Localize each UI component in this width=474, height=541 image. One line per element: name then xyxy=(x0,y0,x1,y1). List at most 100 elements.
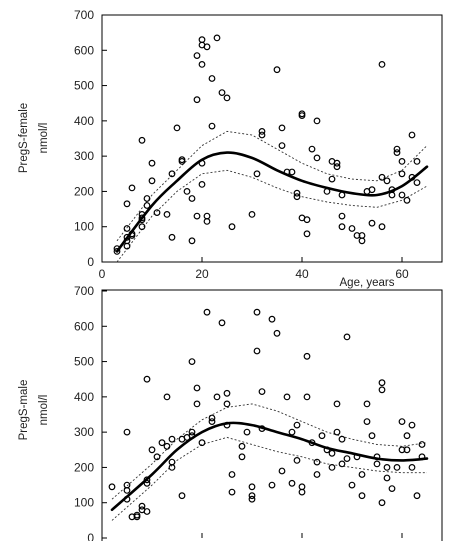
male-data-point xyxy=(123,495,131,503)
male-data-point xyxy=(318,432,326,440)
female-data-point xyxy=(178,156,186,164)
male-data-point xyxy=(313,458,321,466)
female-data-point xyxy=(388,186,396,194)
male-chart-panel: 0 100 200 300 400 500 600 700 PregS-male nmol/l xyxy=(18,284,443,541)
male-data-point xyxy=(143,479,151,487)
female-y-axis-label-line2: nmol/l xyxy=(38,123,50,154)
male-data-point xyxy=(348,481,356,489)
female-data-point xyxy=(368,186,376,194)
female-x-tick-label: 40 xyxy=(295,267,309,281)
female-data-point xyxy=(403,196,411,204)
male-data-point xyxy=(133,513,141,521)
male-data-point xyxy=(248,495,256,503)
female-x-tick-label: 60 xyxy=(395,267,409,281)
male-data-point xyxy=(308,439,316,447)
female-y-tick-label: 300 xyxy=(74,149,94,163)
male-y-tick-labels: 0 100 200 300 400 500 600 700 xyxy=(74,284,107,541)
male-data-point xyxy=(188,428,196,436)
male-data-point xyxy=(403,446,411,454)
female-data-point xyxy=(123,237,131,245)
female-data-point xyxy=(163,210,171,218)
male-y-tick-label: 100 xyxy=(74,496,94,510)
male-data-point xyxy=(188,358,196,366)
female-ci-lower-line xyxy=(116,169,428,263)
female-data-point xyxy=(293,193,301,201)
male-data-point xyxy=(398,446,406,454)
male-y-tick-label: 400 xyxy=(74,390,94,404)
female-data-point xyxy=(113,245,121,253)
female-data-point xyxy=(223,94,231,102)
male-data-point xyxy=(143,476,151,484)
male-data-point xyxy=(383,464,391,471)
female-data-point xyxy=(303,230,311,238)
male-data-point xyxy=(253,347,261,355)
male-data-point xyxy=(338,460,346,468)
female-y-tick-labels: 0 100 200 300 400 500 600 700 xyxy=(74,8,107,269)
male-data-point xyxy=(248,492,256,500)
female-data-point xyxy=(298,110,306,118)
female-data-point xyxy=(338,223,346,231)
female-data-point xyxy=(283,168,291,176)
male-data-point xyxy=(223,389,231,397)
male-x-tick-labels xyxy=(101,533,403,538)
female-data-point xyxy=(413,179,421,187)
female-plot-frame xyxy=(101,14,443,263)
female-data-point xyxy=(138,136,146,144)
male-data-point xyxy=(378,499,386,507)
female-data-point xyxy=(123,225,131,232)
male-data-point xyxy=(418,453,426,461)
female-data-point xyxy=(198,61,206,68)
female-data-point xyxy=(398,191,406,199)
male-data-point xyxy=(373,460,381,468)
male-data-point xyxy=(418,441,426,448)
female-data-point xyxy=(188,195,196,202)
male-data-point xyxy=(313,471,321,478)
male-y-tick-label: 0 xyxy=(87,531,94,541)
male-data-point xyxy=(363,400,371,408)
female-data-point xyxy=(368,219,376,227)
male-data-point xyxy=(373,453,381,461)
female-data-point xyxy=(143,202,151,209)
female-y-tick-label: 500 xyxy=(74,79,94,93)
female-data-point xyxy=(193,52,201,59)
female-data-point xyxy=(113,247,121,255)
female-x-tick-labels: 0 20 40 60 xyxy=(99,257,409,281)
female-x-tick-label: 0 xyxy=(99,267,106,281)
female-data-point xyxy=(378,223,386,231)
female-x-tick-label: 20 xyxy=(195,267,209,281)
male-data-point xyxy=(158,439,166,447)
male-y-tick-label: 500 xyxy=(74,355,94,369)
female-data-point xyxy=(353,232,361,239)
female-data-point xyxy=(218,89,226,96)
female-data-point xyxy=(168,233,176,241)
female-data-point xyxy=(138,210,146,218)
female-y-tick-label: 700 xyxy=(74,8,94,22)
female-data-point xyxy=(293,189,301,197)
male-data-point xyxy=(268,315,276,323)
male-data-point xyxy=(288,479,296,487)
male-fit-line xyxy=(110,421,429,512)
female-data-point xyxy=(408,131,416,139)
female-data-point xyxy=(198,180,206,188)
male-data-point xyxy=(178,492,186,500)
female-data-point xyxy=(328,175,336,183)
male-data-point xyxy=(298,483,306,491)
female-data-point xyxy=(253,170,261,178)
female-data-point xyxy=(348,225,356,232)
male-data-point xyxy=(273,329,281,337)
male-data-point xyxy=(143,375,151,383)
female-x-axis-label: Age, years xyxy=(340,277,395,289)
male-data-point xyxy=(203,308,211,316)
male-data-point xyxy=(188,432,196,440)
female-y-tick-label: 600 xyxy=(74,43,94,57)
male-data-point xyxy=(338,435,346,443)
male-data-points xyxy=(108,308,426,521)
male-y-axis-label-line2: nmol/l xyxy=(38,395,50,426)
female-data-point xyxy=(313,117,321,125)
female-ci-upper-line xyxy=(116,130,428,242)
female-data-point xyxy=(258,127,266,135)
male-data-point xyxy=(148,446,156,454)
female-data-point xyxy=(378,173,386,181)
male-data-point xyxy=(248,483,256,491)
male-data-point xyxy=(363,418,371,426)
